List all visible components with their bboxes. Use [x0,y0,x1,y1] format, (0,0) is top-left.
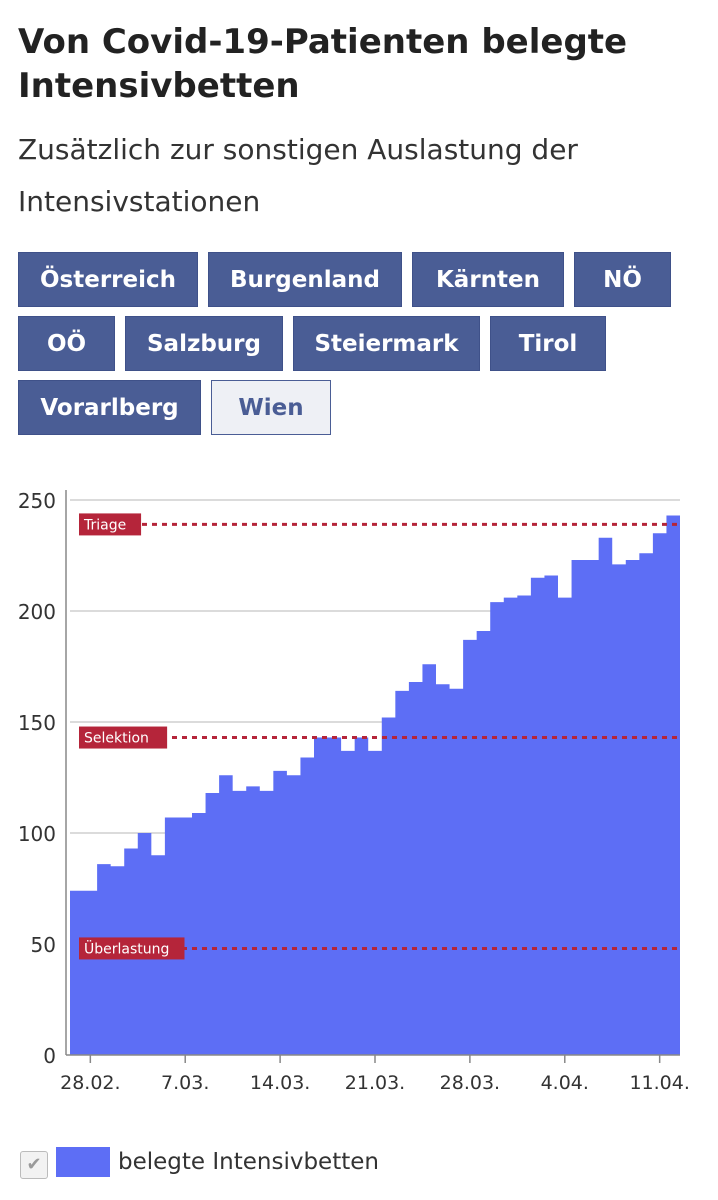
data-point [341,751,355,1055]
data-point [504,598,518,1055]
y-tick-label: 150 [18,711,56,735]
tab-kaernten[interactable]: Kärnten [412,252,564,307]
legend-checkbox[interactable]: ✔ [20,1151,48,1179]
data-point [192,813,206,1055]
tab-burgenland[interactable]: Burgenland [208,252,402,307]
x-tick-label: 21.03. [345,1072,405,1094]
threshold-label: Überlastung [84,939,169,957]
x-tick-label: 4.04. [541,1072,589,1094]
chart-subtitle: Zusätzlich zur sonstigen Auslastung der … [18,133,578,218]
data-point [653,533,667,1055]
tab-oesterreich[interactable]: Österreich [18,252,198,307]
data-point [517,595,531,1055]
data-point [300,758,314,1055]
data-point [558,598,572,1055]
legend-swatch [56,1147,110,1177]
data-point [477,631,491,1055]
threshold-label: Triage [83,517,126,533]
threshold-label: Selektion [84,731,149,747]
x-tick-label: 14.03. [250,1072,310,1094]
data-point [97,864,111,1055]
threshold-badge [79,937,185,960]
tab-wien[interactable]: Wien [211,380,331,435]
legend: ✔ belegte Intensivbetten [20,1143,620,1183]
legend-label[interactable]: belegte Intensivbetten [118,1149,379,1175]
data-point [260,791,274,1055]
data-point [531,578,545,1055]
data-point [450,689,464,1055]
threshold-badge [79,726,168,749]
data-point [314,738,328,1055]
data-point [490,602,504,1055]
data-point [639,553,653,1055]
data-point [355,738,369,1055]
data-point [287,775,301,1055]
data-point [219,775,233,1055]
data-point [368,751,382,1055]
tab-salzburg[interactable]: Salzburg [125,316,283,371]
series-area [70,515,680,1055]
data-point [246,786,260,1055]
tab-tirol[interactable]: Tirol [490,316,606,371]
y-tick-label: 100 [18,822,56,846]
data-point [666,516,680,1055]
data-point [111,866,125,1055]
chart-title: Von Covid-19-Patienten belegte Intensivb… [18,22,628,106]
tab-ooe[interactable]: OÖ [18,316,115,371]
x-tick-label: 28.02. [60,1072,120,1094]
data-point [612,564,626,1055]
tab-steiermark[interactable]: Steiermark [293,316,480,371]
data-point [599,538,613,1055]
data-point [572,560,586,1055]
data-point [626,560,640,1055]
data-point [178,817,192,1055]
y-tick-label: 200 [18,600,56,624]
threshold-badge [79,513,142,536]
y-tick-label: 250 [18,489,56,513]
data-point [233,791,247,1055]
tab-vorarlberg[interactable]: Vorarlberg [18,380,201,435]
y-tick-label: 0 [43,1044,56,1068]
data-point [422,664,436,1055]
data-point [463,640,477,1055]
x-tick-label: 28.03. [440,1072,500,1094]
data-point [382,718,396,1055]
tab-noe[interactable]: NÖ [574,252,671,307]
data-point [585,560,599,1055]
data-point [544,575,558,1055]
x-tick-label: 11.04. [629,1072,689,1094]
data-point [70,891,84,1055]
data-point [436,684,450,1055]
data-point [273,771,287,1055]
data-point [84,891,98,1055]
x-tick-label: 7.03. [161,1072,209,1094]
data-point [395,691,409,1055]
data-point [328,738,342,1055]
y-tick-label: 50 [31,933,56,957]
data-point [165,817,179,1055]
chart: 0 50 100 150 200 250 28.02. 7.03. 14.03. 21.03. 28… [18,489,690,1094]
data-point [206,793,220,1055]
